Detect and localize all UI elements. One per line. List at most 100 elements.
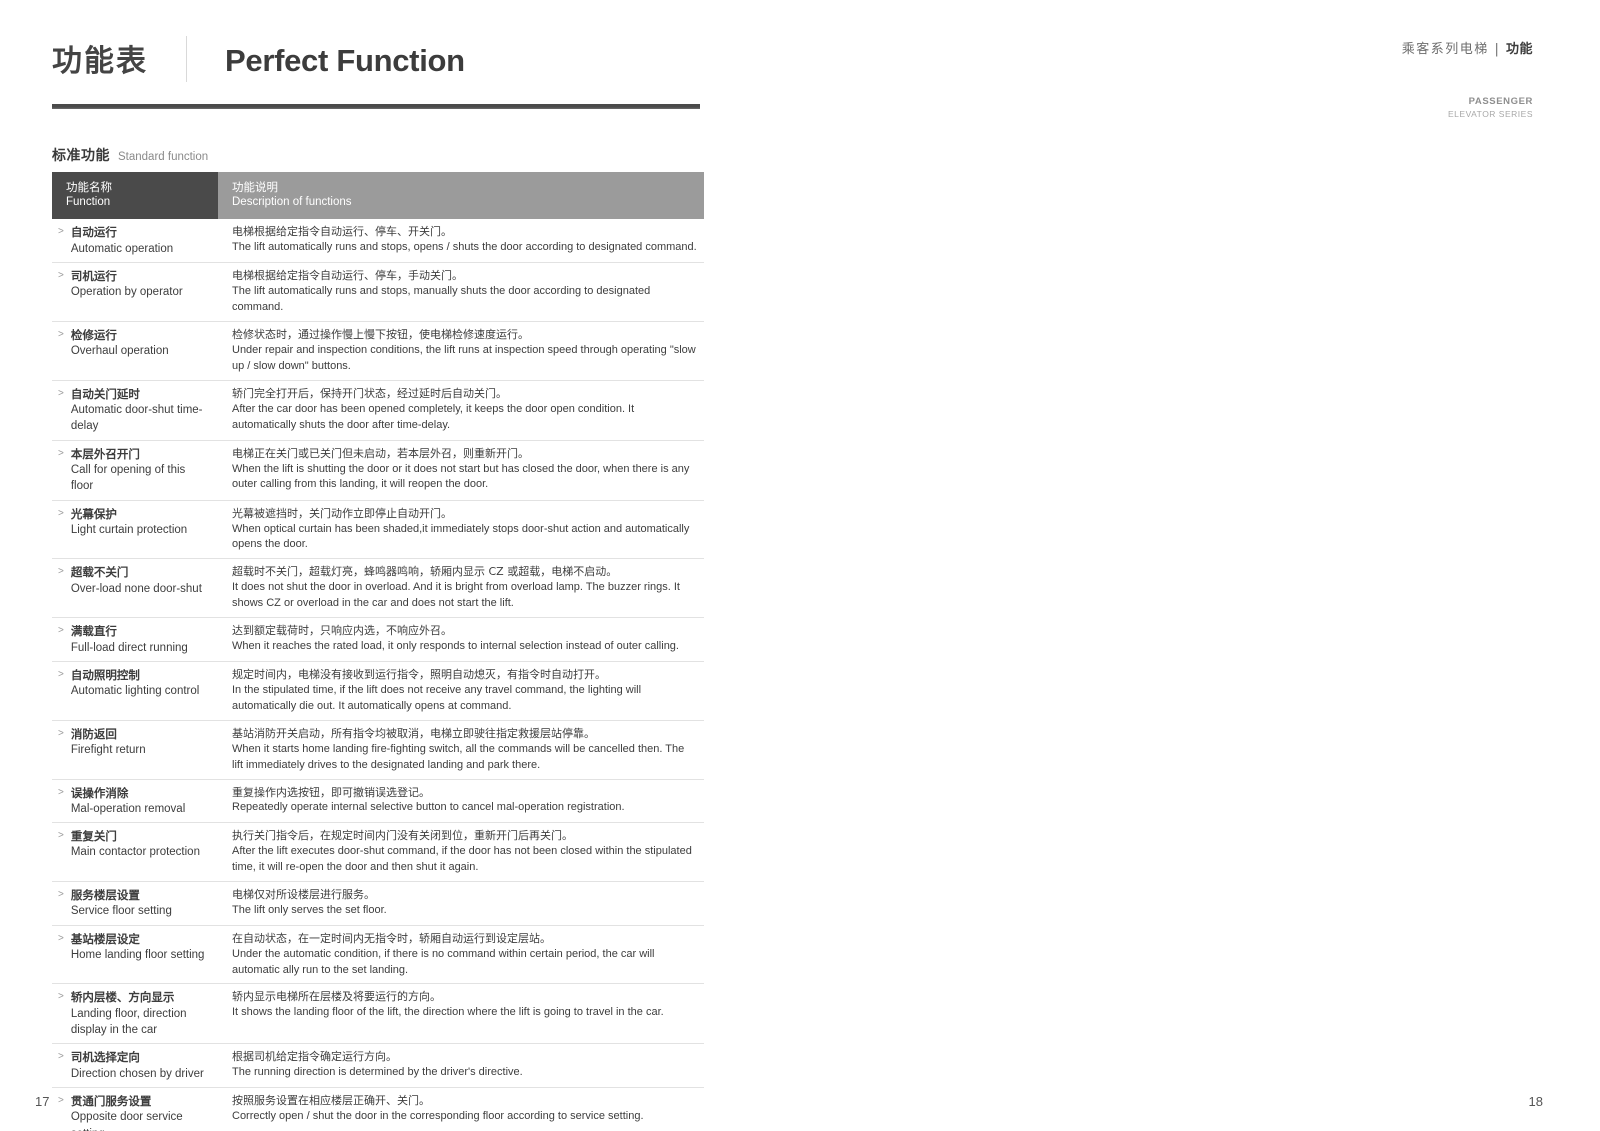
function-name-cell: > 司机运行 Operation by operator [52,263,218,322]
function-name: 超载不关门 Over-load none door-shut [71,564,202,597]
table-row: > 服务楼层设置 Service floor setting 电梯仅对所设楼层进行服务… [52,882,704,926]
function-description: 规定时间内，电梯没有接收到运行指令，照明自动熄灭，有指令时自动打开。 In the… [232,667,698,715]
function-name-cn: 基站楼层设定 [70,931,140,946]
function-description-en: It shows the landing floor of the lift, … [232,1006,664,1019]
function-description: 重复操作内选按钮，即可撤销误选登记。 Repeatedly operate int… [232,785,698,817]
function-description-cell: 电梯根据给定指令自动运行、停车、开关门。 The lift automatical… [218,219,704,263]
function-name-en: Over-load none door-shut [70,582,202,595]
chevron-right-icon: > [58,830,64,842]
function-name-en: Mal-operation removal [70,802,186,815]
title-divider [186,36,187,82]
function-description-cn: 基站消防开关启动，所有指令均被取消，电梯立即驶往指定救援层站停靠。 [232,726,595,740]
function-description-cn: 重复操作内选按钮，即可撤销误选登记。 [232,785,430,799]
function-description-cn: 电梯根据给定指令自动运行、停车，手动关门。 [232,269,463,282]
function-name-cn: 自动照明控制 [70,667,140,682]
standard-function-table: 功能名称 Function 功能说明 Description of functi… [52,172,704,1131]
function-description-en: The lift only serves the set floor. [232,903,387,916]
function-description-cell: 重复操作内选按钮，即可撤销误选登记。 Repeatedly operate int… [218,780,704,824]
chevron-right-icon: > [58,226,64,238]
function-description: 电梯仅对所设楼层进行服务。 The lift only serves the se… [232,887,698,919]
running-head-separator: | [1494,42,1501,57]
function-description-cell: 电梯根据给定指令自动运行、停车，手动关门。 The lift automatica… [218,263,704,322]
function-description: 轿内显示电梯所在层楼及将要运行的方向。 It shows the landing … [232,989,698,1021]
function-name: 满载直行 Full-load direct running [71,623,188,656]
function-name-cn: 轿内层楼、方向显示 [70,990,175,1005]
section-label-cn: 标准功能 [52,148,110,164]
function-description: 电梯正在关门或已关门但未启动，若本层外召，则重新开门。 When the lift… [232,446,698,494]
function-name-cn: 服务楼层设置 [70,887,140,902]
function-name-en: Full-load direct running [70,641,188,654]
chevron-right-icon: > [58,566,64,578]
header-description-cn: 功能说明 [232,180,278,194]
function-name-en: Automatic door-shut time-delay [70,403,203,433]
function-name: 本层外召开门 Call for opening of this floor [71,446,210,495]
left-page-title-block: 功能表 Perfect Function [52,36,465,82]
title-rule [52,104,700,109]
function-description: 检修状态时，通过操作慢上慢下按钮，使电梯检修速度运行。 Under repair … [232,327,698,375]
function-name-cell: > 司机选择定向 Direction chosen by driver [52,1044,218,1089]
function-name-cn: 本层外召开门 [70,446,140,461]
function-description-en: Under repair and inspection conditions, … [232,343,696,372]
function-description-en: Under the automatic condition, if there … [232,947,655,976]
chevron-right-icon: > [58,270,64,281]
function-name: 司机运行 Operation by operator [71,268,183,301]
header-function-cn: 功能名称 [66,180,112,194]
chevron-right-icon: > [58,991,64,1003]
function-name: 基站楼层设定 Home landing floor setting [71,931,205,964]
series-label-line1: PASSENGER [1468,96,1533,107]
function-description: 执行关门指令后，在规定时间内门没有关闭到位，重新开门后再关门。 After the… [232,828,698,876]
function-name: 自动运行 Automatic operation [71,224,173,257]
function-description: 电梯根据给定指令自动运行、停车、开关门。 The lift automatical… [232,224,698,256]
function-name: 轿内层楼、方向显示 Landing floor, direction displa… [71,989,210,1038]
function-name-cell: > 贯通门服务设置 Opposite door service setting [52,1088,218,1131]
function-description-en: Repeatedly operate internal selective bu… [232,801,625,814]
function-description-cell: 轿内显示电梯所在层楼及将要运行的方向。 It shows the landing … [218,984,704,1045]
function-description-cell: 根据司机给定指令确定运行方向。 The running direction is … [218,1044,704,1089]
function-name-cell: > 光幕保护 Light curtain protection [52,501,218,560]
function-description-cell: 检修状态时，通过操作慢上慢下按钮，使电梯检修速度运行。 Under repair … [218,322,704,381]
chevron-right-icon: > [58,1095,64,1107]
function-name-cn: 超载不关门 [70,565,129,580]
table-row: > 检修运行 Overhaul operation 检修状态时，通过操作慢上慢下按钮，… [52,322,704,381]
function-name: 误操作消除 Mal-operation removal [71,785,185,818]
page-title-en: Perfect Function [225,43,465,78]
function-description: 基站消防开关启动，所有指令均被取消，电梯立即驶往指定救援层站停靠。 When it… [232,726,698,774]
function-description-cn: 光幕被遮挡时，关门动作立即停止自动开门。 [232,506,452,520]
table-row: > 重复关门 Main contactor protection 执行关门指令后，在规… [52,823,704,882]
function-name-en: Home landing floor setting [70,948,205,961]
header-function-en: Function [66,196,111,209]
section-label: 标准功能 Standard function [52,145,704,165]
page-left: 功能表 Perfect Function 标准功能 Standard funct… [35,36,704,1131]
function-description-en: In the stipulated time, if the lift does… [232,683,642,712]
function-description-en: When optical curtain has been shaded,it … [232,522,690,551]
function-name-cn: 自动运行 [70,225,117,240]
function-description-en: When the lift is shutting the door or it… [232,462,690,491]
function-description: 光幕被遮挡时，关门动作立即停止自动开门。 When optical curtain… [232,506,698,554]
table-row: > 自动照明控制 Automatic lighting control 规定时间内，电… [52,662,704,721]
function-description: 在自动状态，在一定时间内无指令时，轿厢自动运行到设定层站。 Under the a… [232,931,698,979]
table-row: > 本层外召开门 Call for opening of this floor 电梯正… [52,441,704,501]
table-header-description: 功能说明 Description of functions [218,172,704,220]
table-row: > 误操作消除 Mal-operation removal 重复操作内选按钮，即可撤销… [52,780,704,824]
chevron-right-icon: > [58,932,64,944]
function-name-en: Operation by operator [70,286,183,299]
function-name-cell: > 轿内层楼、方向显示 Landing floor, direction displ… [52,984,218,1045]
function-name: 服务楼层设置 Service floor setting [71,887,172,920]
function-name-en: Automatic lighting control [70,685,200,698]
table-body: > 自动运行 Automatic operation 电梯根据给定指令自动运行、停车、… [52,219,704,1131]
function-name: 司机选择定向 Direction chosen by driver [71,1049,204,1082]
function-name-en: Overhaul operation [70,345,169,358]
series-label-line2: ELEVATOR SERIES [1448,108,1533,119]
chevron-right-icon: > [58,727,64,739]
function-description-cn: 根据司机给定指令确定运行方向。 [232,1050,397,1064]
function-name-en: Direction chosen by driver [70,1067,204,1080]
function-description-en: The lift automatically runs and stops, m… [232,284,651,313]
function-description-cell: 按照服务设置在相应楼层正确开、关门。 Correctly open / shut … [218,1088,704,1131]
function-description-cell: 轿门完全打开后，保持开门状态，经过延时后自动关门。 After the car d… [218,381,704,441]
function-description-cn: 检修状态时，通过操作慢上慢下按钮，使电梯检修速度运行。 [232,327,529,341]
page-number-left: 17 [35,1094,50,1109]
function-name-cn: 自动关门延时 [70,386,140,401]
function-description-cell: 光幕被遮挡时，关门动作立即停止自动开门。 When optical curtain… [218,501,704,560]
section-standard-function: 标准功能 Standard function [52,145,704,165]
